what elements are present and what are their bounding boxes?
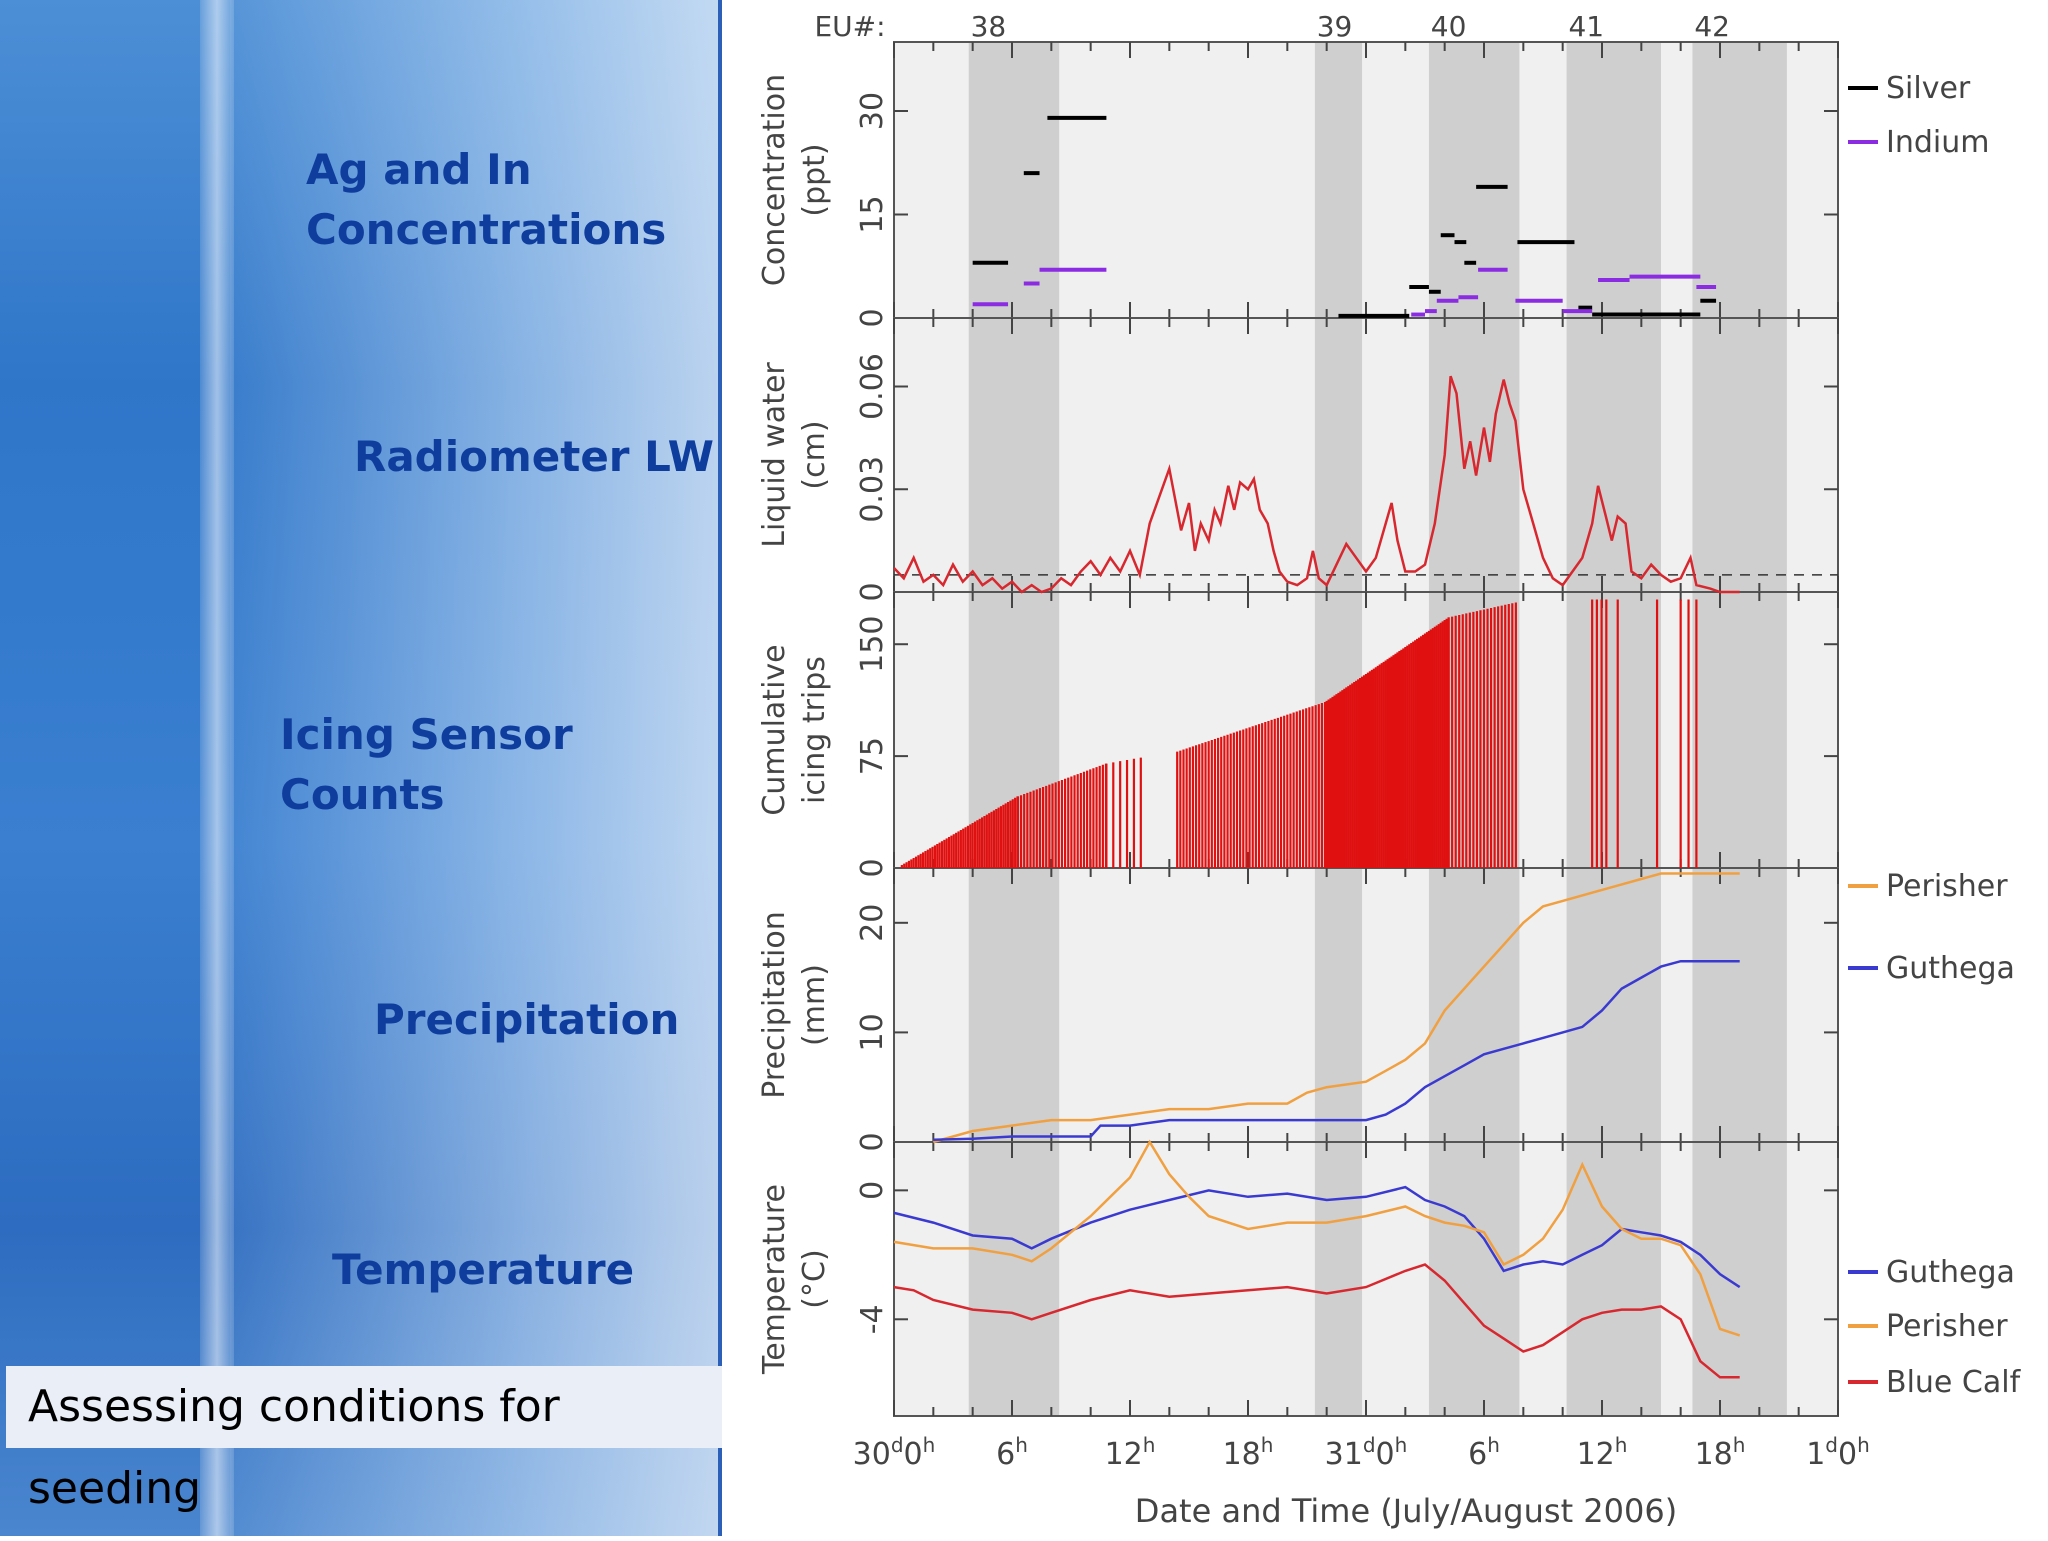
y-axis-unit: (°C) [797, 1249, 832, 1308]
sidebar-divider [718, 0, 722, 1536]
label-precipitation: Precipitation [374, 995, 680, 1044]
eu-label: 40 [1431, 10, 1467, 43]
eu-axis-label: EU#: [814, 10, 885, 43]
x-tick-label: 6h [996, 1433, 1028, 1472]
y-tick-label: 20 [855, 904, 890, 942]
y-tick-label: 30 [855, 92, 890, 130]
y-tick-label: 10 [855, 1013, 890, 1051]
eu-label: 38 [971, 10, 1007, 43]
y-tick-label: 0.06 [855, 353, 890, 420]
shading-band [968, 42, 1060, 1416]
y-tick-label: 150 [855, 616, 890, 673]
y-axis-label-2: icing trips [797, 656, 832, 804]
x-tick-label: 12h [1105, 1433, 1156, 1472]
y-tick-label: 15 [855, 195, 890, 233]
vertical-stripe [200, 0, 234, 1536]
y-axis-unit: (ppt) [797, 143, 832, 216]
label-radiometer-lw: Radiometer LW [354, 432, 714, 481]
y-tick-label: -4 [855, 1304, 890, 1334]
label-ag-in-text: Ag and In Concentrations [306, 145, 667, 254]
label-icing-sensor-counts: Icing Sensor Counts [280, 710, 573, 819]
x-tick-label: 1d0h [1806, 1433, 1870, 1472]
x-tick-label: 18h [1223, 1433, 1274, 1472]
label-ag-in-concentrations: Ag and In Concentrations [306, 140, 666, 260]
x-tick-label: 18h [1695, 1433, 1746, 1472]
slide-sidebar: Ag and In Concentrations Radiometer LW I… [0, 0, 722, 1536]
y-axis-label: Liquid water [757, 362, 792, 548]
x-axis-label: Date and Time (July/August 2006) [1135, 1492, 1677, 1530]
precipitation-line [932, 872, 1740, 1144]
legend-label: Indium [1886, 125, 1989, 160]
y-axis-label: Temperature [757, 1184, 792, 1375]
x-tick-label: 30d0h [853, 1433, 936, 1472]
eu-label: 39 [1317, 10, 1353, 43]
shading-band [1692, 42, 1787, 1416]
y-tick-label: 0.03 [855, 456, 890, 523]
x-tick-label: 31d0h [1325, 1433, 1408, 1472]
temperature-line [893, 1185, 1741, 1289]
shading-band [1566, 42, 1661, 1416]
y-tick-label: 0 [855, 582, 890, 601]
y-axis-unit: (cm) [797, 420, 832, 489]
legend-label: Perisher [1886, 869, 2008, 904]
temperature-line [893, 1263, 1740, 1379]
temperature-line [893, 1139, 1741, 1337]
y-tick-label: 75 [855, 737, 890, 775]
legend-label: Guthega [1886, 1255, 2015, 1290]
y-axis-label: Cumulative [757, 644, 792, 815]
liquid-water-line [893, 375, 1740, 594]
y-tick-label: 0 [855, 1181, 890, 1200]
label-temperature: Temperature [332, 1245, 635, 1294]
y-tick-label: 0 [855, 308, 890, 327]
legend-label: Perisher [1886, 1309, 2008, 1344]
legend-label: Guthega [1886, 951, 2015, 986]
precipitation-line [933, 959, 1740, 1142]
eu-label: 41 [1568, 10, 1604, 43]
y-tick-label: 0 [855, 858, 890, 877]
y-axis-label: Precipitation [757, 911, 792, 1099]
legend-label: Blue Calf [1886, 1365, 2022, 1400]
x-tick-label: 12h [1577, 1433, 1628, 1472]
x-tick-label: 6h [1468, 1433, 1500, 1472]
y-axis-label: Concentration [757, 74, 792, 286]
y-axis-unit: (mm) [797, 964, 832, 1046]
legend-label: Silver [1886, 71, 1971, 106]
multi-panel-chart: 0 15 30 Concentration (ppt) 0 0.03 0.06 Liquid w… [722, 0, 2048, 1536]
slide-caption: Assessing conditions for seeding [6, 1366, 722, 1514]
snowflake-background [230, 0, 722, 1536]
eu-label: 42 [1694, 10, 1730, 43]
y-tick-label: 0 [855, 1132, 890, 1151]
chart-svg: 0 15 30 Concentration (ppt) 0 0.03 0.06 Liquid w… [757, 10, 2022, 1530]
